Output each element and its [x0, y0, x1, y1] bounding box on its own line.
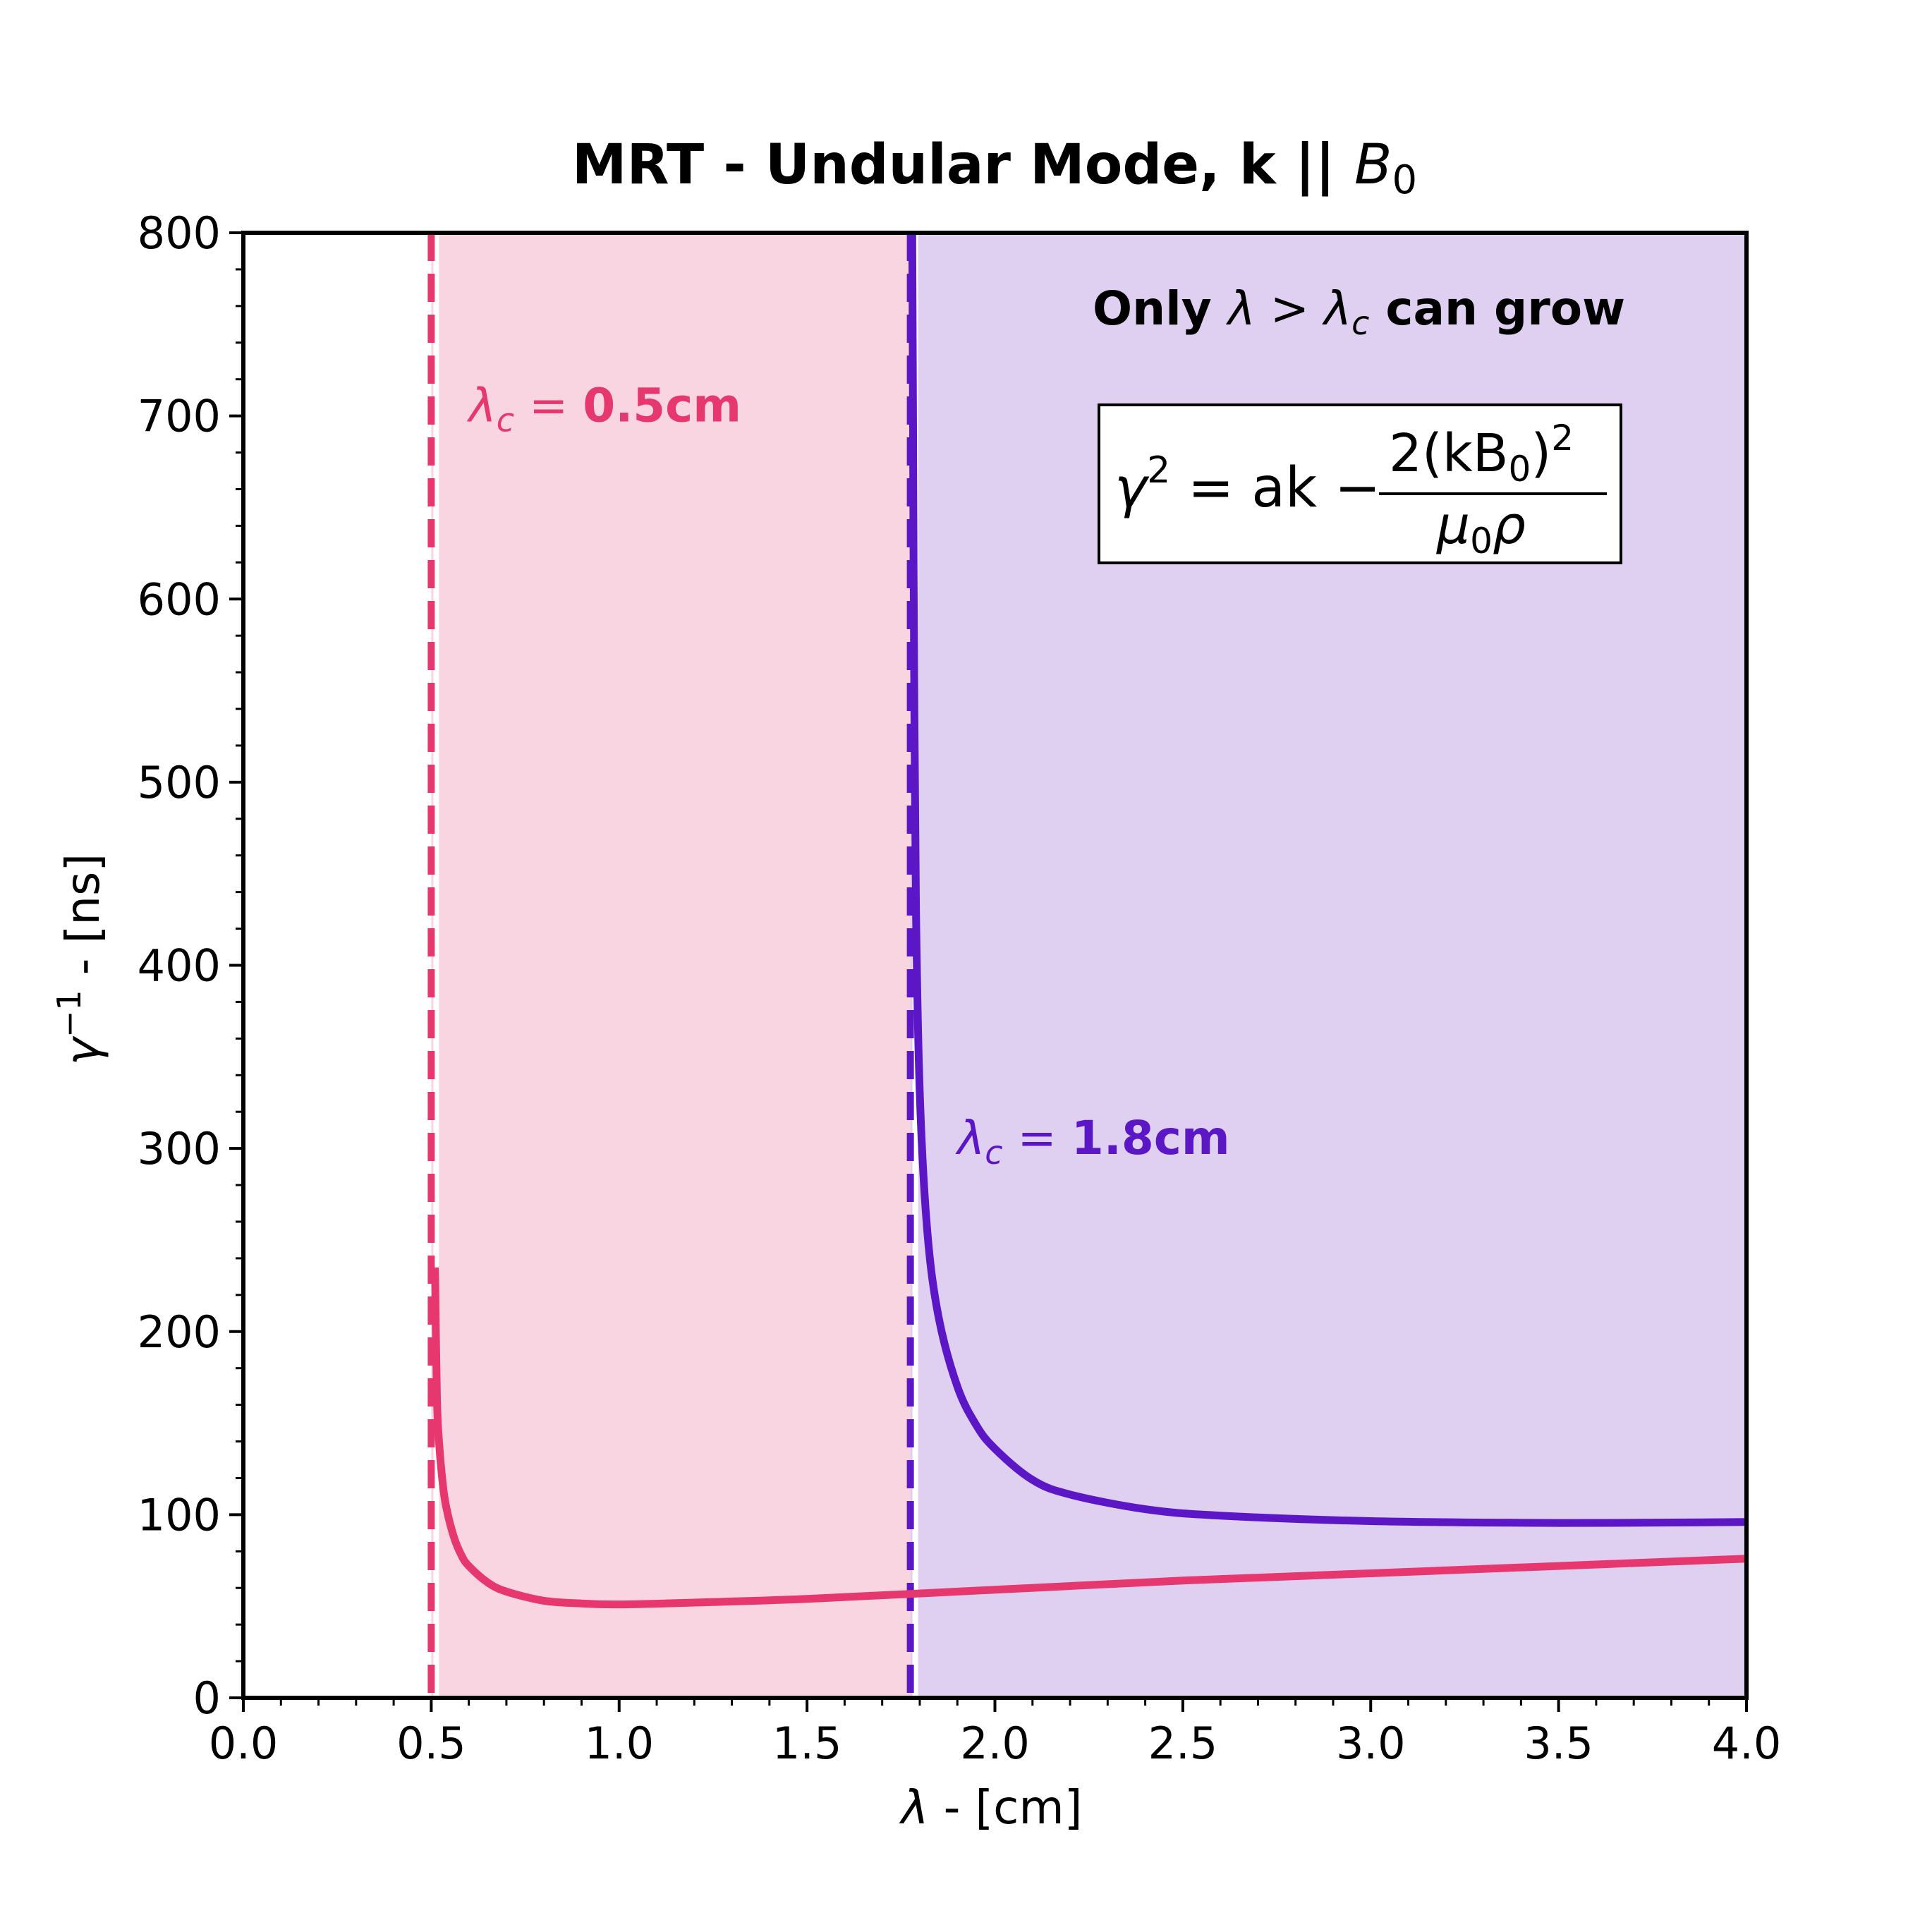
- series-line: [431, 1267, 1747, 1609]
- x-tick-label: 2.0: [960, 1718, 1030, 1769]
- x-tick-label: 0.0: [209, 1718, 279, 1769]
- y-tick-label: 800: [138, 207, 221, 259]
- equation-lhs: γ2 = ak −: [1114, 449, 1380, 520]
- y-tick-label: 0: [193, 1672, 221, 1724]
- y-tick-label: 200: [138, 1306, 221, 1358]
- y-axis-label: γ−1 - [ns]: [50, 853, 110, 1065]
- equation-frame: [1098, 403, 1622, 564]
- y-tick-label: 500: [138, 757, 221, 808]
- x-tick-label: 4.0: [1712, 1718, 1782, 1769]
- y-tick-label: 700: [138, 391, 221, 442]
- x-tick-label: 3.5: [1524, 1718, 1593, 1769]
- equation-denominator: μ0ρ: [1436, 495, 1526, 561]
- x-axis-label: λ - [cm]: [899, 1780, 1083, 1835]
- y-tick-label: 100: [138, 1489, 221, 1541]
- x-tick-label: 1.0: [584, 1718, 654, 1769]
- x-tick-label: 0.5: [396, 1718, 466, 1769]
- equation-numerator: 2(kB0)2: [1389, 418, 1574, 490]
- x-tick-label: 2.5: [1148, 1718, 1218, 1769]
- critical-label: λc = 0.5cm: [467, 378, 741, 439]
- critical-label: λc = 1.8cm: [955, 1111, 1229, 1172]
- series-line: [908, 232, 1747, 1527]
- annotations: λc = 0.5cm λc = 1.8cm Only λ > λc can grow…: [467, 281, 1625, 1172]
- chart-title: MRT - Undular Mode, k || B0: [572, 133, 1417, 203]
- x-tick-label: 1.5: [772, 1718, 842, 1769]
- y-tick-label: 300: [138, 1123, 221, 1174]
- y-tick-label: 600: [138, 573, 221, 625]
- growth-annotation: Only λ > λc can grow: [1093, 281, 1625, 342]
- x-tick-label: 3.0: [1336, 1718, 1406, 1769]
- y-tick-label: 400: [138, 940, 221, 992]
